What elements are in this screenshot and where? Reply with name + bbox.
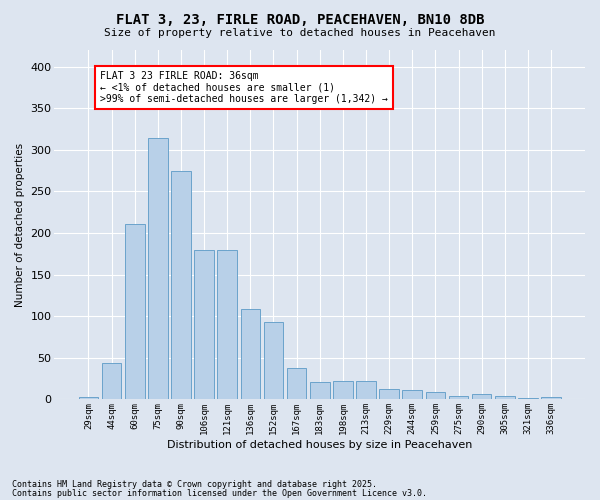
X-axis label: Distribution of detached houses by size in Peacehaven: Distribution of detached houses by size … — [167, 440, 472, 450]
Y-axis label: Number of detached properties: Number of detached properties — [15, 142, 25, 307]
Bar — [102, 363, 121, 400]
Text: FLAT 3, 23, FIRLE ROAD, PEACEHAVEN, BN10 8DB: FLAT 3, 23, FIRLE ROAD, PEACEHAVEN, BN10… — [116, 12, 484, 26]
Bar — [356, 381, 376, 400]
Bar — [79, 397, 98, 400]
Bar — [333, 381, 353, 400]
Bar — [495, 396, 515, 400]
Bar — [518, 398, 538, 400]
Bar — [472, 394, 491, 400]
Bar — [541, 397, 561, 400]
Bar — [194, 250, 214, 400]
Bar — [287, 368, 307, 400]
Bar — [217, 250, 237, 400]
Bar — [148, 138, 167, 400]
Bar — [310, 382, 329, 400]
Bar — [241, 308, 260, 400]
Bar — [125, 224, 145, 400]
Text: Contains HM Land Registry data © Crown copyright and database right 2025.: Contains HM Land Registry data © Crown c… — [12, 480, 377, 489]
Bar — [403, 390, 422, 400]
Bar — [425, 392, 445, 400]
Text: FLAT 3 23 FIRLE ROAD: 36sqm
← <1% of detached houses are smaller (1)
>99% of sem: FLAT 3 23 FIRLE ROAD: 36sqm ← <1% of det… — [100, 71, 388, 104]
Bar — [449, 396, 469, 400]
Text: Contains public sector information licensed under the Open Government Licence v3: Contains public sector information licen… — [12, 488, 427, 498]
Text: Size of property relative to detached houses in Peacehaven: Size of property relative to detached ho… — [104, 28, 496, 38]
Bar — [263, 322, 283, 400]
Bar — [379, 388, 399, 400]
Bar — [171, 172, 191, 400]
